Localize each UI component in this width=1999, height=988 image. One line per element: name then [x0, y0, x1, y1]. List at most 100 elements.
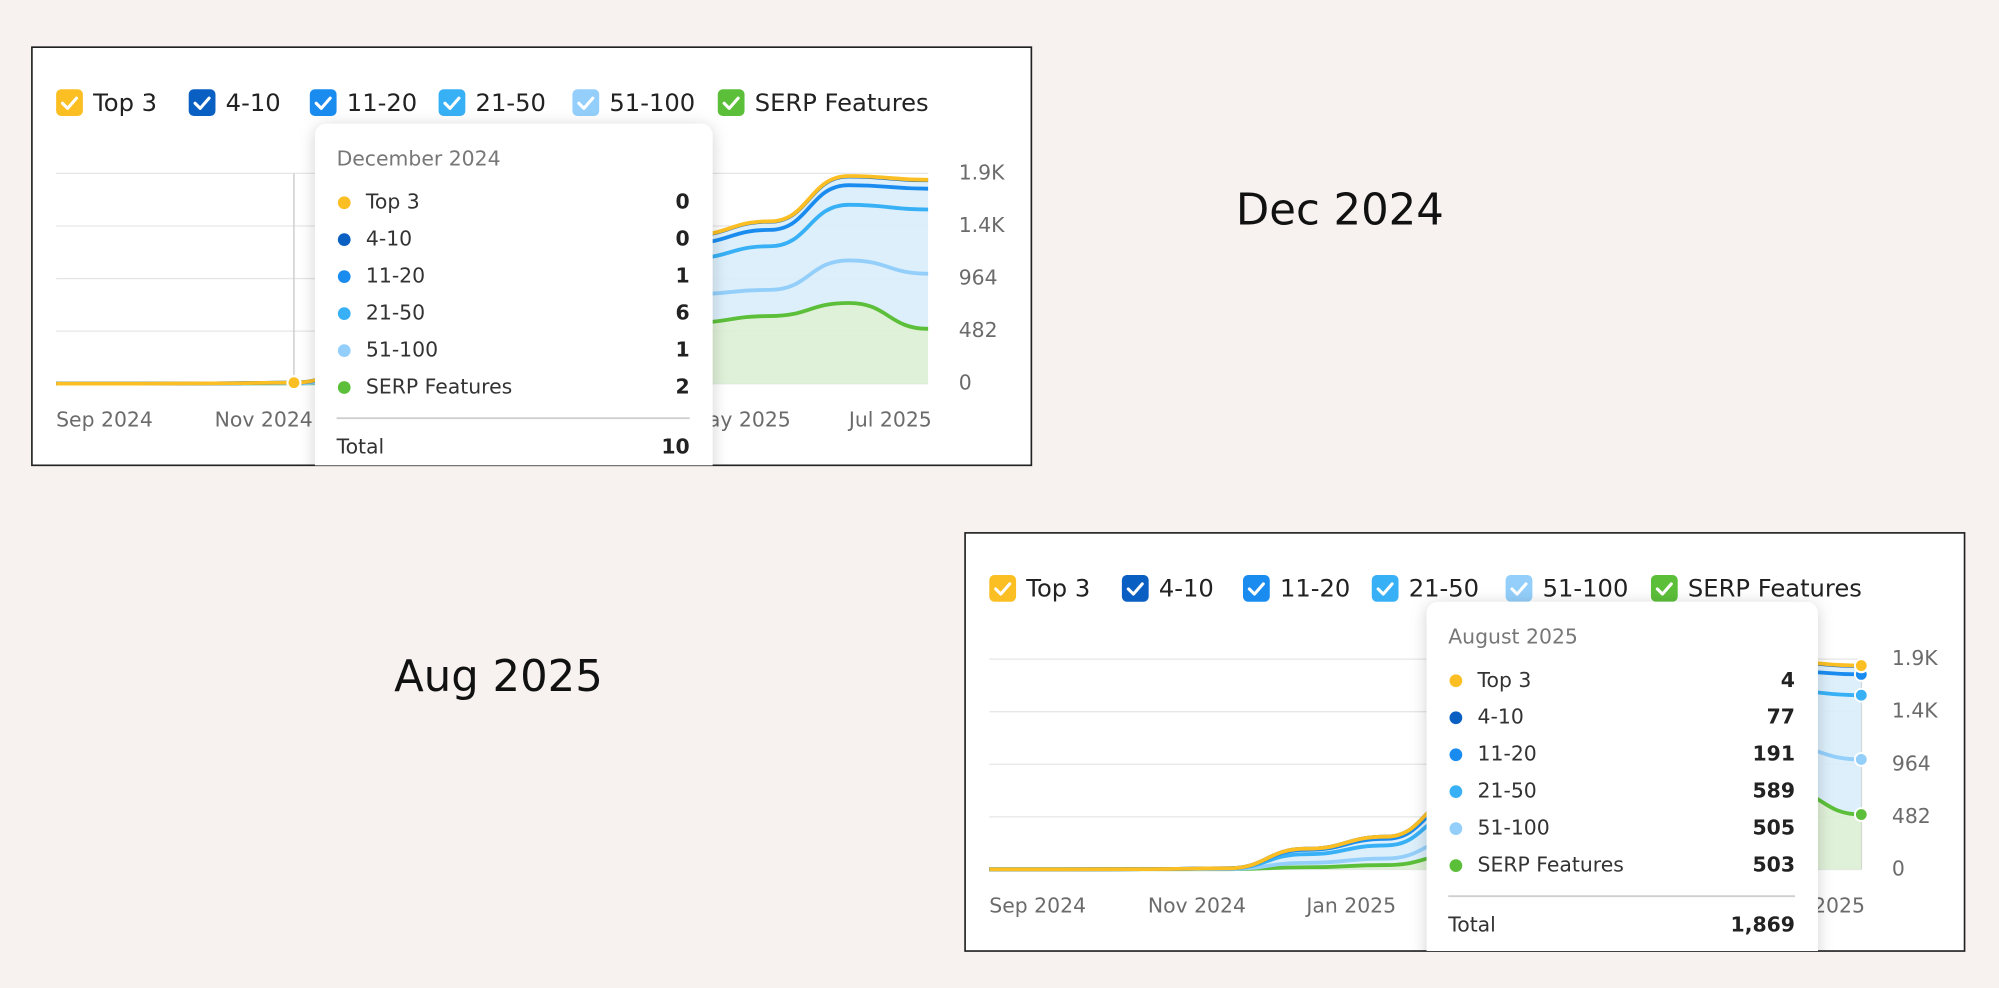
- legend-label: 21-50: [476, 89, 546, 117]
- tooltip-dot: [1449, 748, 1463, 762]
- legend-check: [1126, 582, 1144, 596]
- legend-check: [314, 96, 332, 110]
- y-tick-label: 1.9K: [1892, 646, 1938, 670]
- legend-check: [994, 582, 1012, 596]
- y-tick-label: 0: [1892, 856, 1905, 880]
- legend-label: 51-100: [609, 89, 695, 117]
- legend-label: 51-100: [1543, 575, 1629, 603]
- panel-content: Top 3 4-10 11-20 21-50 51-100 SERP Features 0 4…: [56, 89, 1005, 466]
- hover-marker: [1853, 658, 1869, 673]
- legend-label: 11-20: [347, 89, 417, 117]
- tooltip-name: 21-50: [1478, 779, 1537, 803]
- x-tick-label: Sep 2024: [56, 408, 153, 432]
- legend-item[interactable]: 11-20: [309, 89, 417, 117]
- legend-checkbox[interactable]: [1650, 574, 1678, 602]
- tooltip-value: 0: [676, 227, 690, 251]
- tooltip-title: August 2025: [1448, 624, 1578, 648]
- legend-check: [1247, 582, 1265, 596]
- legend-checkbox[interactable]: [309, 89, 337, 117]
- hover-marker: [286, 375, 302, 390]
- x-tick-label: Jan 2025: [1304, 893, 1396, 917]
- area: [56, 260, 929, 384]
- tooltip-value: 503: [1752, 853, 1795, 877]
- tooltip-value: 77: [1767, 705, 1795, 729]
- legend-checkbox[interactable]: [1371, 574, 1399, 602]
- legend-check: [1510, 582, 1528, 596]
- legend-checkbox[interactable]: [438, 89, 466, 117]
- tooltip-total: 1,869: [1731, 913, 1795, 937]
- hover-marker: [1853, 687, 1869, 703]
- tooltip-value: 1: [676, 338, 690, 362]
- legend-item[interactable]: Top 3: [989, 575, 1090, 603]
- tooltip-dot: [337, 196, 351, 210]
- legend-check: [722, 96, 740, 110]
- tooltip-value: 589: [1752, 779, 1795, 803]
- legend-label: Top 3: [1025, 575, 1090, 603]
- legend-checkbox[interactable]: [717, 89, 745, 117]
- legend-checkbox[interactable]: [188, 89, 216, 117]
- legend-item[interactable]: 51-100: [1505, 574, 1629, 603]
- y-tick-label: 0: [959, 371, 972, 395]
- tooltip-box: [314, 123, 713, 466]
- legend-item[interactable]: 51-100: [572, 89, 695, 117]
- panel: Top 3 4-10 11-20 21-50 51-100 SERP Features 0 4…: [31, 46, 1033, 467]
- legend-label: 21-50: [1409, 575, 1479, 603]
- y-tick-label: 964: [1892, 751, 1931, 775]
- legend-item[interactable]: 4-10: [188, 89, 281, 117]
- tooltip-name: Top 3: [365, 190, 420, 214]
- legend-checkbox[interactable]: [989, 574, 1017, 602]
- tooltip-dot: [1449, 711, 1463, 725]
- tooltip-dot: [1449, 674, 1463, 688]
- tooltip-dot: [1449, 785, 1463, 799]
- legend-check: [193, 96, 211, 110]
- tooltip-value: 191: [1752, 742, 1795, 766]
- tooltip-name: 21-50: [366, 301, 425, 325]
- legend-check: [1376, 582, 1394, 596]
- legend-checkbox[interactable]: [572, 89, 600, 117]
- legend-check: [60, 96, 79, 110]
- legend-checkbox[interactable]: [56, 89, 83, 117]
- tooltip-dot: [337, 233, 351, 247]
- tooltip-name: SERP Features: [1478, 853, 1624, 877]
- tooltip-name: 4-10: [366, 227, 412, 251]
- legend-checkbox[interactable]: [1505, 574, 1533, 602]
- legend-item[interactable]: 4-10: [1121, 574, 1214, 603]
- tooltip-value: 4: [1781, 668, 1795, 692]
- tooltip-name: 4-10: [1478, 705, 1524, 729]
- legend-item[interactable]: 11-20: [1242, 574, 1350, 603]
- tooltip-value: 2: [676, 375, 690, 399]
- legend-label: Top 3: [92, 89, 157, 117]
- legend-item[interactable]: SERP Features: [717, 89, 929, 117]
- legend-label: 4-10: [226, 89, 281, 117]
- tooltip-name: 11-20: [366, 264, 425, 288]
- legend-check: [577, 96, 595, 110]
- y-tick-label: 1.4K: [1892, 699, 1938, 723]
- legend-checkbox[interactable]: [1242, 574, 1270, 602]
- legend-item[interactable]: SERP Features: [1650, 574, 1862, 603]
- tooltip-value: 505: [1752, 816, 1795, 840]
- hover-marker: [1853, 752, 1869, 767]
- y-tick-label: 1.9K: [959, 160, 1005, 184]
- legend-checkbox[interactable]: [1121, 574, 1149, 602]
- tooltip-dot: [337, 344, 351, 357]
- legend-item[interactable]: 21-50: [1371, 574, 1479, 603]
- panel-content: Top 3 4-10 11-20 21-50 51-100 SERP Features 0 4…: [989, 574, 1938, 952]
- x-tick-label: Sep 2024: [989, 893, 1086, 917]
- legend-item[interactable]: 21-50: [438, 89, 546, 117]
- legend-label: 11-20: [1280, 575, 1350, 603]
- tooltip-dot: [337, 270, 351, 284]
- tooltip-value: 1: [676, 264, 690, 288]
- hover-marker: [1853, 807, 1869, 822]
- legend-check: [443, 96, 461, 110]
- legend-check: [1655, 582, 1673, 596]
- legend-item[interactable]: Top 3: [56, 89, 157, 117]
- y-tick-label: 482: [1892, 804, 1931, 828]
- tooltip: December 2024 Top 3 0 4-10 0 11-20 1 21-50 6 51-1…: [314, 123, 713, 466]
- tooltip-title: December 2024: [337, 146, 501, 170]
- tooltip-value: 6: [676, 301, 690, 325]
- tooltip-name: 11-20: [1478, 742, 1537, 766]
- y-tick-label: 964: [959, 266, 998, 290]
- tooltip-dot: [337, 381, 351, 394]
- tooltip-value: 0: [676, 190, 690, 214]
